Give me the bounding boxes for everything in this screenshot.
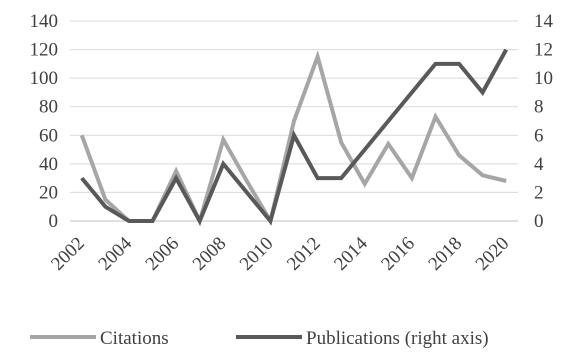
x-tick-label: 2006 (142, 233, 184, 275)
right-tick-label: 10 (534, 68, 553, 89)
x-tick-label: 2018 (424, 233, 466, 275)
left-tick-label: 0 (49, 211, 59, 232)
publications-line (80, 48, 508, 226)
right-tick-label: 0 (534, 211, 544, 232)
gridlines (70, 20, 518, 222)
right-tick-label: 2 (534, 182, 544, 203)
x-tick-label: 2012 (283, 233, 325, 275)
x-tick-label: 2020 (472, 233, 514, 275)
right-tick-label: 14 (534, 11, 554, 32)
legend-label: Citations (100, 328, 169, 349)
series-lines (79, 48, 508, 227)
x-tick-label: 2004 (94, 233, 136, 275)
x-axis: 2002 2004 2006 2008 2010 2012 2014 2016 2018 2020 (47, 220, 518, 275)
left-tick-label: 140 (30, 11, 59, 32)
legend: Citations Publications (right axis) (30, 328, 489, 349)
right-axis: 0 2 4 6 8 10 12 14 (534, 11, 554, 232)
left-tick-label: 20 (39, 182, 58, 203)
x-tick-label: 2008 (189, 233, 231, 275)
x-tick-label: 2002 (47, 233, 89, 275)
x-tick-label: 2014 (330, 233, 372, 275)
left-tick-label: 60 (39, 125, 58, 146)
x-tick-label: 2010 (236, 233, 278, 275)
legend-label: Publications (right axis) (306, 328, 489, 349)
left-tick-label: 40 (39, 154, 58, 175)
right-tick-label: 8 (534, 97, 544, 118)
left-tick-label: 120 (30, 40, 59, 61)
left-axis: 0 20 40 60 80 100 120 140 (30, 11, 59, 232)
right-tick-label: 12 (534, 40, 553, 61)
left-tick-label: 80 (39, 97, 58, 118)
x-tick-label: 2016 (377, 233, 419, 275)
right-tick-label: 6 (534, 125, 544, 146)
right-tick-label: 4 (534, 154, 544, 175)
left-tick-label: 100 (30, 68, 59, 89)
